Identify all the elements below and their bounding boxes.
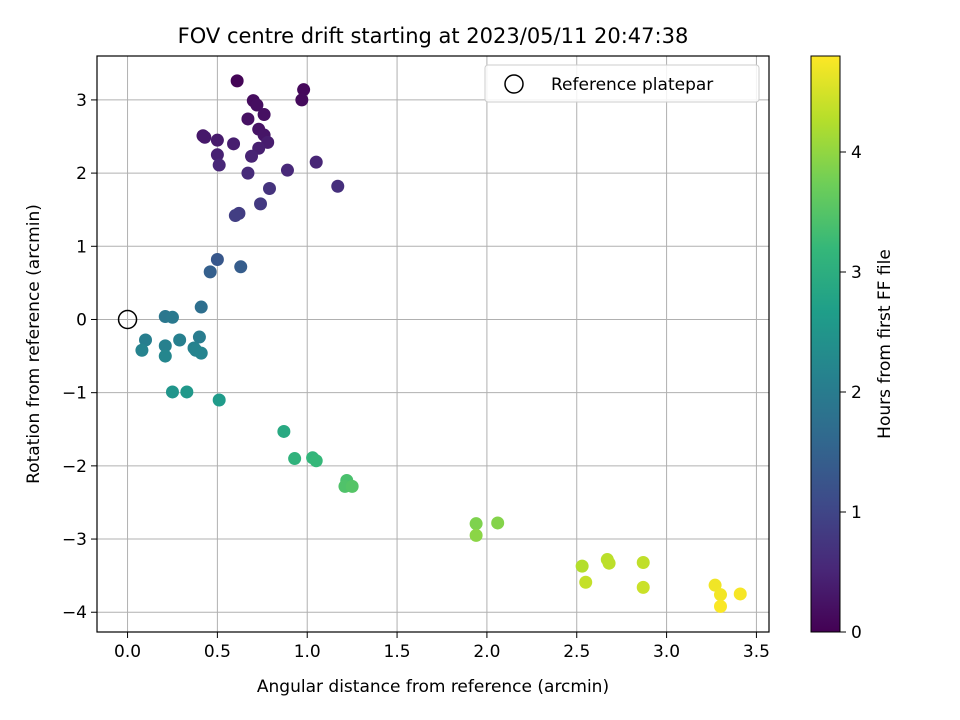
- data-point: [212, 158, 226, 172]
- x-axis-ticks: 0.0 0.5 1.0 1.5 2.0 2.5 3.0 3.5: [114, 632, 770, 662]
- colorbar: 0 1 2 3 4 Hours from first FF file: [810, 55, 895, 643]
- data-point: [135, 343, 149, 357]
- data-point: [579, 575, 593, 589]
- data-point: [203, 265, 217, 279]
- colorbar-ticks: 0 1 2 3 4: [840, 143, 862, 643]
- data-point: [280, 163, 294, 177]
- data-point: [165, 310, 179, 324]
- colorbar-tick-label: 3: [851, 263, 862, 283]
- data-point: [241, 112, 255, 126]
- x-tick-label: 1.5: [384, 642, 411, 662]
- legend-marker: [504, 74, 524, 94]
- data-point: [194, 346, 208, 360]
- x-tick-label: 0.0: [114, 642, 141, 662]
- data-point: [331, 179, 345, 193]
- data-point: [158, 339, 172, 353]
- y-tick-label: −1: [62, 384, 87, 404]
- data-point: [636, 555, 650, 569]
- x-axis-label: Angular distance from reference (arcmin): [257, 677, 609, 697]
- legend: Reference platepar: [484, 64, 760, 103]
- data-point: [230, 74, 244, 88]
- data-point: [277, 424, 291, 438]
- data-point: [194, 300, 208, 314]
- data-point: [733, 587, 747, 601]
- legend-box: [484, 64, 760, 103]
- data-point: [158, 349, 172, 363]
- y-tick-label: −4: [62, 603, 87, 623]
- y-tick-label: 1: [76, 237, 87, 257]
- y-tick-label: 3: [76, 91, 87, 111]
- data-point: [192, 330, 206, 344]
- y-tick-label: 2: [76, 164, 87, 184]
- colorbar-tick-label: 4: [851, 143, 862, 163]
- data-point: [250, 98, 264, 112]
- colorbar-tick-label: 0: [851, 623, 862, 643]
- x-tick-label: 1.0: [294, 642, 321, 662]
- plot-frame: [96, 55, 770, 633]
- data-point: [212, 393, 226, 407]
- data-point: [491, 516, 505, 530]
- data-point: [139, 333, 153, 347]
- colorbar-label: Hours from first FF file: [875, 249, 895, 439]
- x-tick-label: 2.5: [563, 642, 590, 662]
- data-point: [173, 333, 187, 347]
- data-point: [469, 528, 483, 542]
- y-tick-label: −2: [62, 457, 87, 477]
- x-tick-label: 0.5: [204, 642, 231, 662]
- legend-entry: Reference platepar: [551, 75, 713, 95]
- data-point: [708, 578, 722, 592]
- data-point: [254, 197, 268, 211]
- y-tick-label: 0: [76, 310, 87, 330]
- data-point: [295, 93, 309, 107]
- data-point: [713, 599, 727, 613]
- data-point: [297, 83, 311, 97]
- data-point: [241, 166, 255, 180]
- x-tick-label: 3.5: [743, 642, 770, 662]
- data-point: [180, 385, 194, 399]
- y-tick-label: −3: [62, 530, 87, 550]
- scatter-points: [135, 74, 747, 613]
- data-point: [257, 108, 271, 122]
- grid: [97, 56, 769, 632]
- colorbar-tick-label: 2: [851, 383, 862, 403]
- data-point: [245, 149, 259, 163]
- colorbar-gradient: [810, 55, 841, 633]
- data-point: [234, 260, 248, 274]
- data-point: [288, 452, 302, 466]
- data-point: [345, 479, 359, 493]
- data-point: [210, 148, 224, 162]
- x-tick-label: 2.0: [473, 642, 500, 662]
- data-point: [165, 385, 179, 399]
- data-point: [309, 155, 323, 169]
- data-point: [210, 133, 224, 147]
- y-axis-label: Rotation from reference (arcmin): [24, 204, 44, 484]
- data-point: [713, 588, 727, 602]
- data-point: [198, 130, 212, 144]
- data-point: [262, 181, 276, 195]
- data-point: [469, 517, 483, 531]
- x-tick-label: 3.0: [653, 642, 680, 662]
- chart-title: FOV centre drift starting at 2023/05/11 …: [178, 24, 689, 48]
- data-point: [575, 559, 589, 573]
- data-point: [602, 556, 616, 570]
- reference-marker: [117, 309, 138, 330]
- data-point: [636, 580, 650, 594]
- y-axis-ticks: −4 −3 −2 −1 0 1 2 3: [62, 91, 97, 623]
- data-point: [210, 252, 224, 266]
- data-point: [309, 454, 323, 468]
- data-point: [227, 137, 241, 151]
- colorbar-tick-label: 1: [851, 503, 862, 523]
- data-point: [228, 209, 242, 223]
